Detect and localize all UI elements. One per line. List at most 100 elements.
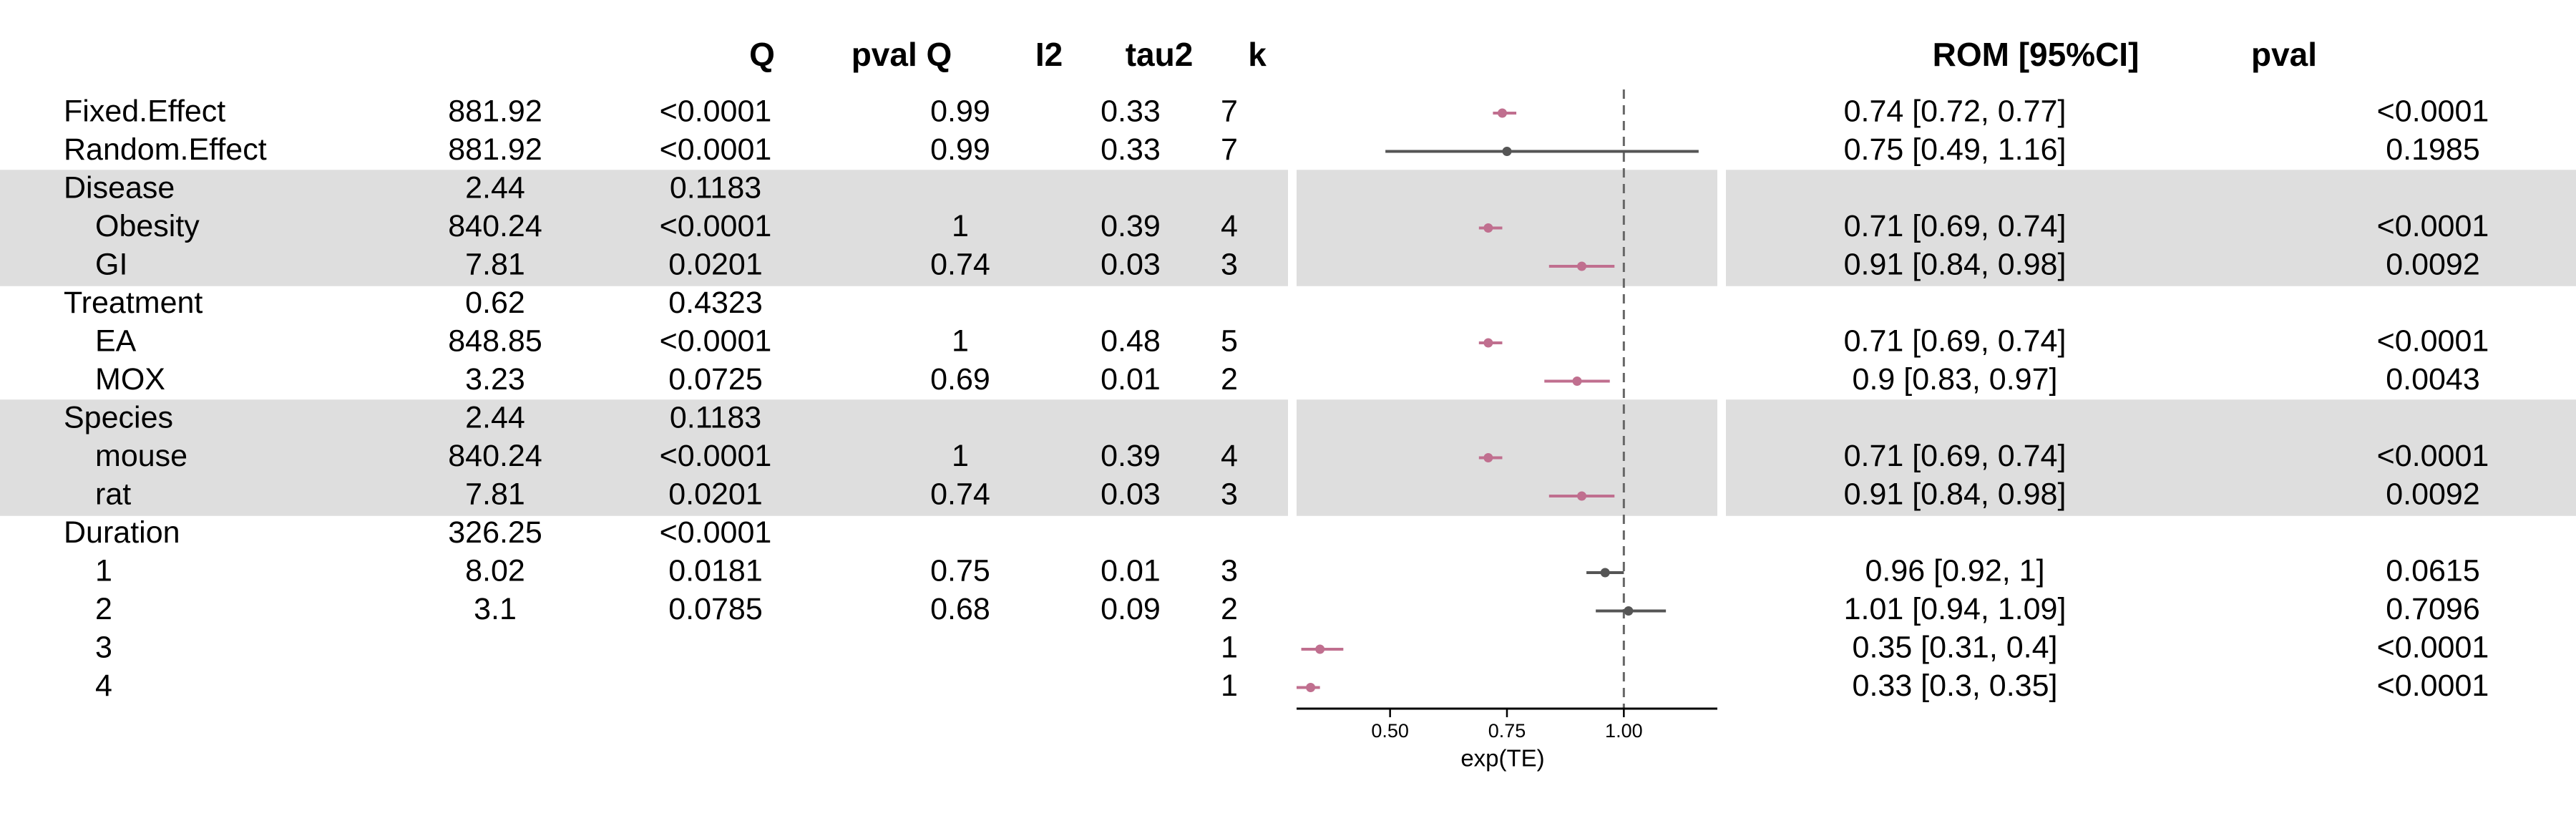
cell-q: 881.92 <box>448 132 542 167</box>
row-band <box>1726 208 2576 248</box>
cell-k: 4 <box>1221 439 1238 473</box>
cell-rom-ci: 1.01 [0.94, 1.09] <box>1844 592 2067 626</box>
cell-tau2: 0.39 <box>1101 439 1161 473</box>
point-estimate <box>1502 147 1512 156</box>
cell-q: 840.24 <box>448 439 542 473</box>
cell-pvalq: 0.0725 <box>668 362 763 397</box>
cell-pvalq: <0.0001 <box>660 324 772 358</box>
row-label: Random.Effect <box>64 132 267 167</box>
cell-k: 7 <box>1221 94 1238 128</box>
header-pvalq: pval Q <box>852 36 952 73</box>
cell-i2: 0.74 <box>930 247 990 281</box>
cell-q: 881.92 <box>448 94 542 128</box>
cell-i2: 0.99 <box>930 132 990 167</box>
row-band <box>1726 437 2576 478</box>
cell-rom-ci: 0.71 [0.69, 0.74] <box>1844 209 2067 243</box>
cell-tau2: 0.48 <box>1101 324 1161 358</box>
cell-i2: 0.74 <box>930 477 990 511</box>
cell-pval: <0.0001 <box>2377 94 2489 128</box>
header-k: k <box>1248 36 1267 73</box>
cell-pval: <0.0001 <box>2377 324 2489 358</box>
cell-q: 3.1 <box>474 592 517 626</box>
x-axis: 0.50 0.75 1.00 exp(TE) <box>1297 707 1717 772</box>
cell-pvalq: 0.0181 <box>668 553 763 588</box>
cell-i2: 0.68 <box>930 592 990 626</box>
row-band <box>1297 437 1717 478</box>
row-bands <box>0 170 2576 516</box>
cell-q: 848.85 <box>448 324 542 358</box>
row-label: Fixed.Effect <box>64 94 225 128</box>
header-pval: pval <box>2251 36 2317 73</box>
cell-rom-ci: 0.96 [0.92, 1] <box>1865 553 2044 588</box>
cell-pvalq: <0.0001 <box>660 132 772 167</box>
point-estimate <box>1483 338 1493 348</box>
cell-pval: <0.0001 <box>2377 669 2489 703</box>
cell-pval: 0.1985 <box>2386 132 2480 167</box>
row-label: MOX <box>95 362 165 397</box>
row-label: 3 <box>95 630 112 664</box>
row-band <box>1297 476 1717 516</box>
point-estimate <box>1497 108 1507 118</box>
header-q: Q <box>749 36 775 73</box>
cell-i2: 1 <box>952 439 969 473</box>
cell-pval: <0.0001 <box>2377 209 2489 243</box>
cell-pval: 0.0043 <box>2386 362 2480 397</box>
point-estimate <box>1577 261 1587 271</box>
row-band <box>1297 208 1717 248</box>
point-estimate <box>1483 453 1493 462</box>
cell-k: 3 <box>1221 553 1238 588</box>
cell-i2: 1 <box>952 324 969 358</box>
cell-pvalq: <0.0001 <box>660 439 772 473</box>
cell-pval: 0.0092 <box>2386 247 2480 281</box>
cell-tau2: 0.01 <box>1101 553 1161 588</box>
cell-k: 5 <box>1221 324 1238 358</box>
point-estimate <box>1577 491 1587 501</box>
cell-pvalq: <0.0001 <box>660 94 772 128</box>
cell-pvalq: 0.0201 <box>668 247 763 281</box>
cell-i2: 0.99 <box>930 94 990 128</box>
row-label: GI <box>95 247 127 281</box>
cell-q: 2.44 <box>465 400 525 434</box>
cell-pvalq: 0.4323 <box>668 286 763 320</box>
row-label: mouse <box>95 439 187 473</box>
row-band <box>0 437 1288 478</box>
cell-tau2: 0.33 <box>1101 94 1161 128</box>
row-label: Treatment <box>64 286 203 320</box>
header-rom: ROM [95%CI] <box>1933 36 2140 73</box>
cell-q: 8.02 <box>465 553 525 588</box>
point-estimate <box>1572 377 1582 386</box>
row-label: Duration <box>64 515 180 550</box>
x-axis-label: exp(TE) <box>1460 745 1544 772</box>
x-tick-label: 1.00 <box>1605 720 1643 742</box>
cell-k: 4 <box>1221 209 1238 243</box>
row-label: 4 <box>95 669 112 703</box>
point-estimate <box>1600 568 1610 578</box>
cell-q: 3.23 <box>465 362 525 397</box>
row-label: 2 <box>95 592 112 626</box>
cell-tau2: 0.09 <box>1101 592 1161 626</box>
cell-tau2: 0.03 <box>1101 247 1161 281</box>
cell-k: 2 <box>1221 362 1238 397</box>
cell-i2: 0.69 <box>930 362 990 397</box>
row-band <box>1726 246 2576 286</box>
header-i2: I2 <box>1035 36 1063 73</box>
cell-pval: <0.0001 <box>2377 630 2489 664</box>
cell-rom-ci: 0.91 [0.84, 0.98] <box>1844 477 2067 511</box>
cell-pvalq: <0.0001 <box>660 209 772 243</box>
cell-tau2: 0.01 <box>1101 362 1161 397</box>
cell-pvalq: 0.0201 <box>668 477 763 511</box>
row-band <box>1297 170 1717 210</box>
x-tick-label: 0.50 <box>1371 720 1409 742</box>
cell-rom-ci: 0.71 [0.69, 0.74] <box>1844 324 2067 358</box>
point-estimate <box>1315 644 1325 654</box>
row-band <box>0 476 1288 516</box>
cell-pvalq: 0.0785 <box>668 592 763 626</box>
table-cells: Fixed.Effect 881.92 <0.0001 0.99 0.33 7 0.74 [… <box>64 94 2489 703</box>
cell-rom-ci: 0.75 [0.49, 1.16] <box>1844 132 2067 167</box>
cell-q: 0.62 <box>465 286 525 320</box>
row-band <box>0 399 1288 439</box>
cell-pvalq: 0.1183 <box>670 400 761 434</box>
cell-rom-ci: 0.74 [0.72, 0.77] <box>1844 94 2067 128</box>
